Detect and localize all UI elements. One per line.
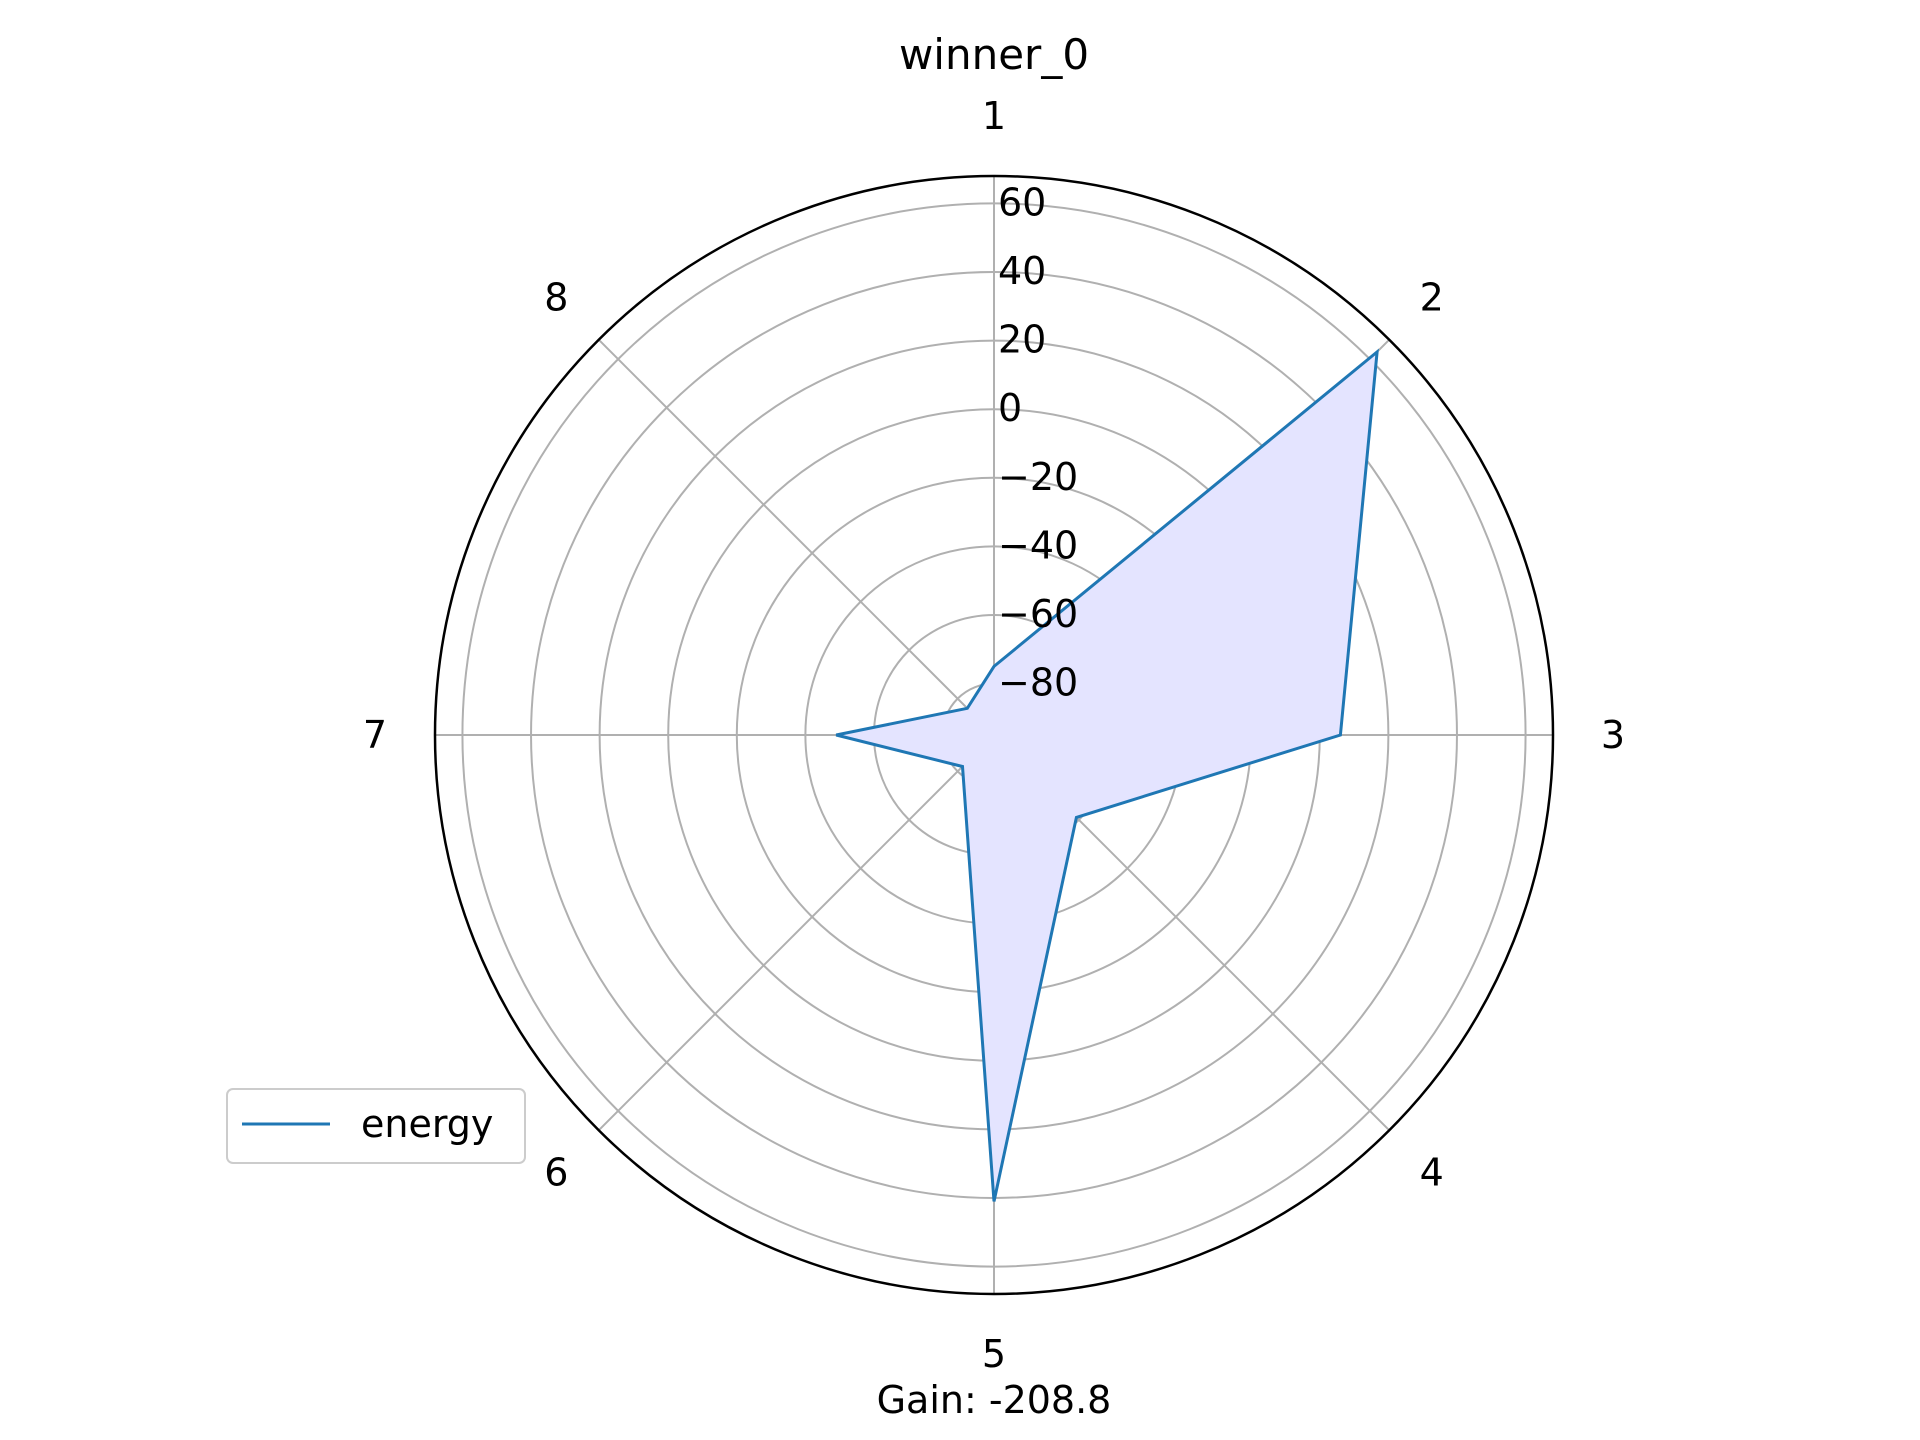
radial-tick-label-2: −40 xyxy=(998,523,1078,567)
angle-label-6: 6 xyxy=(544,1151,568,1195)
angle-label-5: 5 xyxy=(982,1332,1006,1376)
legend-label-energy: energy xyxy=(361,1102,493,1146)
angle-label-7: 7 xyxy=(363,713,387,757)
angle-labels: 1 2 3 4 5 6 7 8 xyxy=(363,94,1625,1376)
grid-spoke-6 xyxy=(598,734,995,1131)
gain-caption: Gain: -208.8 xyxy=(877,1378,1112,1422)
radial-tick-label-6: 40 xyxy=(998,249,1046,293)
radial-tick-label-0: −80 xyxy=(998,661,1078,705)
series-fill-energy xyxy=(836,351,1378,1202)
polar-spine xyxy=(433,174,1555,1296)
angle-label-1: 1 xyxy=(982,94,1006,138)
radial-tick-label-3: −20 xyxy=(998,455,1078,499)
angle-label-8: 8 xyxy=(544,275,568,319)
radial-tick-label-7: 60 xyxy=(998,180,1046,224)
legend-frame xyxy=(226,1088,526,1164)
angle-label-4: 4 xyxy=(1420,1151,1444,1195)
legend: energy xyxy=(226,1088,526,1164)
radial-tick-label-4: 0 xyxy=(998,386,1022,430)
grid-spoke-8 xyxy=(598,339,995,736)
radial-tick-label-5: 20 xyxy=(998,318,1046,362)
angle-label-3: 3 xyxy=(1601,713,1625,757)
data-series xyxy=(835,348,1379,1202)
chart-title: winner_0 xyxy=(899,30,1089,79)
angle-label-2: 2 xyxy=(1420,275,1444,319)
radial-tick-labels: −80 −60 −40 −20 0 20 40 60 xyxy=(998,180,1078,704)
radial-tick-label-1: −60 xyxy=(998,592,1078,636)
